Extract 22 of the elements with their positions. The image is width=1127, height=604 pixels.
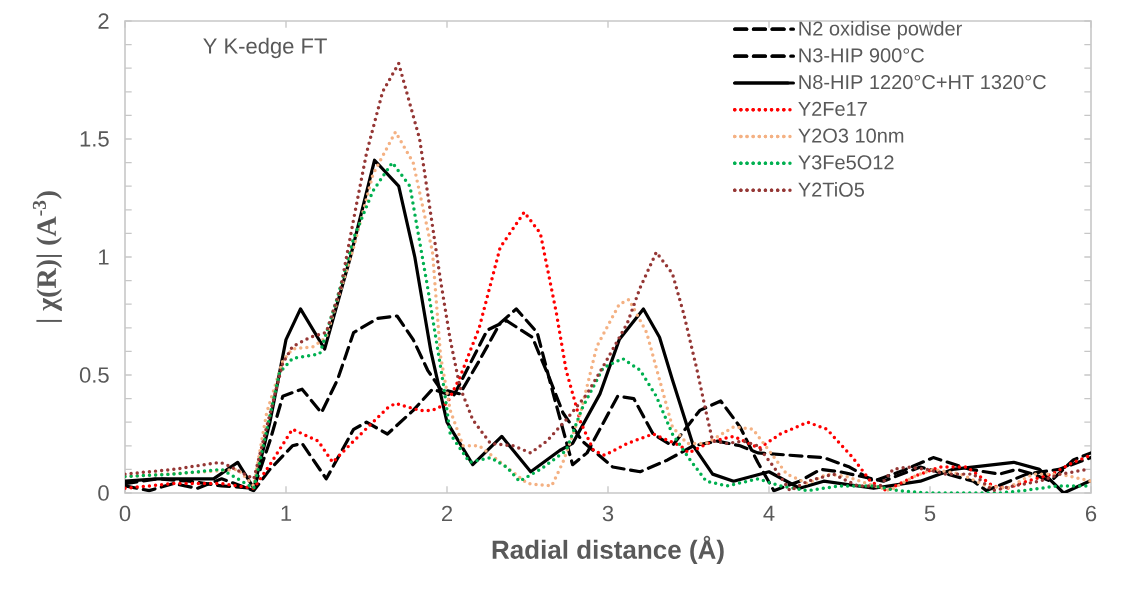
legend-label: Y2O3 10nm: [798, 128, 904, 143]
x-tick-label: 4: [763, 505, 775, 521]
legend-label: N2 oxidise powder: [799, 20, 962, 40]
x-tick-label: 3: [602, 505, 614, 522]
y-tick-label: 0.5: [79, 367, 109, 383]
legend-label: N8-HIP 1220°C+HT 1320°C: [799, 74, 1046, 90]
x-tick-label: 6: [1085, 505, 1097, 522]
legend-label: N3-HIP 900°C: [799, 48, 924, 63]
x-axis-title: Radial distance (Å): [492, 535, 724, 565]
x-tick-label: 2: [441, 505, 453, 522]
annotation: Y K-edge FT: [203, 37, 327, 59]
legend-label: Y2TiO5: [798, 182, 865, 197]
x-tick-label: 5: [924, 505, 936, 522]
y-tick-label: 1.5: [80, 131, 109, 147]
y-axis-title: | χ(R)| (A$^{-3}$): [32, 191, 62, 322]
legend-label: Y3Fe5O12: [798, 155, 894, 170]
y-tick-label: 1: [99, 249, 109, 265]
y-tick-label: 0: [98, 485, 109, 501]
x-tick-label: 0: [119, 505, 131, 522]
x-tick-label: 1: [281, 505, 292, 521]
legend-label: Y2Fe17: [798, 101, 867, 116]
y-tick-label: 2: [98, 13, 109, 29]
